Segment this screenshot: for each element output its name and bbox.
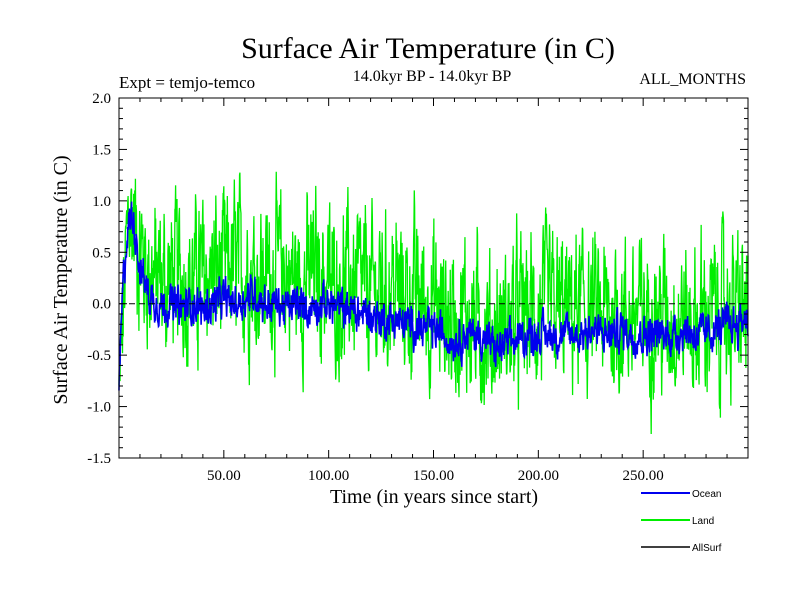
- x-tick-label: 150.00: [413, 468, 454, 484]
- y-tick-label: 0.5: [92, 245, 111, 261]
- x-tick-label: 200.00: [518, 468, 559, 484]
- x-tick-label: 50.00: [207, 468, 241, 484]
- y-tick-label: 2.0: [92, 91, 111, 107]
- months-label: ALL_MONTHS: [639, 71, 746, 88]
- period-label: 14.0kyr BP - 14.0kyr BP: [353, 68, 512, 85]
- y-tick-label: 1.0: [92, 194, 111, 210]
- series-line-ocean: [118, 201, 749, 391]
- legend-land-label: Land: [692, 516, 714, 527]
- chart-title: Surface Air Temperature (in C): [241, 32, 615, 65]
- y-tick-label: -0.5: [87, 348, 111, 364]
- plot-series: [118, 171, 749, 435]
- axis-ticks: 50.00 100.00 150.00 200.00 250.00 -1.5 -1.0 -0.…: [87, 91, 748, 484]
- legend-ocean-label: Ocean: [692, 489, 721, 500]
- y-tick-label: 1.5: [92, 142, 111, 158]
- x-tick-label: 250.00: [623, 468, 664, 484]
- y-tick-label: 0.0: [92, 297, 111, 313]
- y-tick-label: -1.5: [87, 451, 111, 467]
- legend: Ocean Land AllSurf: [641, 489, 722, 554]
- y-axis-label: Surface Air Temperature (in C): [50, 155, 72, 404]
- legend-allsurf-label: AllSurf: [692, 543, 722, 554]
- x-tick-label: 100.00: [308, 468, 349, 484]
- experiment-label: Expt = temjo-temco: [119, 73, 255, 92]
- y-tick-label: -1.0: [87, 400, 111, 416]
- x-axis-label: Time (in years since start): [330, 486, 538, 508]
